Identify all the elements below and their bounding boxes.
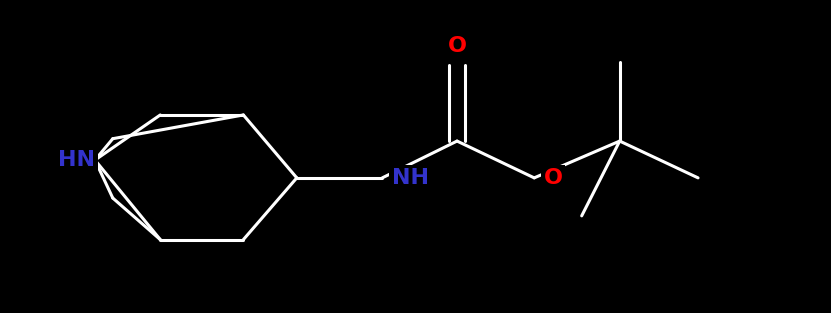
Text: HN: HN <box>58 150 95 170</box>
Text: O: O <box>448 36 466 56</box>
Text: O: O <box>543 168 563 188</box>
Text: NH: NH <box>391 168 429 188</box>
